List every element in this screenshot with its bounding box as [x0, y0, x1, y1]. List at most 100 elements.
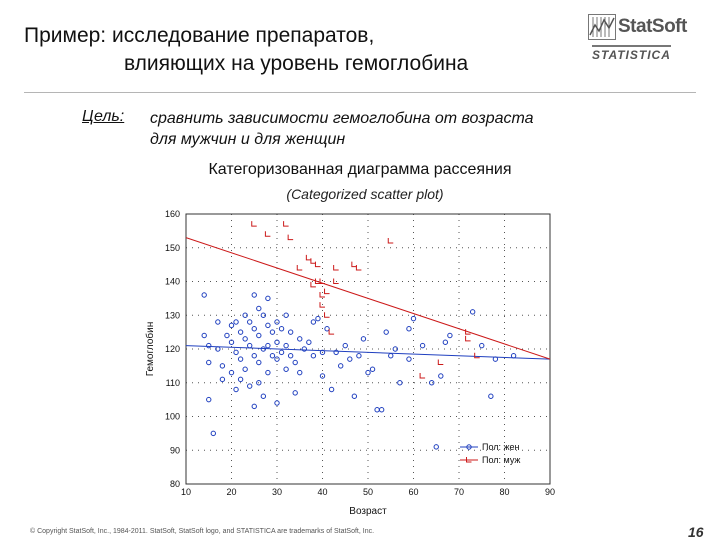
point-female — [233, 349, 239, 356]
y-axis-label: Гемоглобин — [144, 322, 156, 377]
point-female — [247, 342, 253, 349]
point-female — [228, 322, 235, 329]
point-male — [319, 292, 325, 298]
goal-line2: для мужчин и для женщин — [150, 131, 346, 148]
x-tick-label: 50 — [363, 487, 373, 497]
point-female — [374, 407, 380, 413]
point-female — [265, 369, 271, 376]
point-male — [419, 373, 426, 379]
point-female — [251, 403, 257, 410]
point-female — [347, 356, 353, 362]
point-female — [378, 407, 385, 413]
point-female — [215, 346, 221, 352]
legend-label: Пол: жен — [482, 442, 520, 452]
point-female — [292, 359, 298, 366]
point-female — [237, 329, 244, 335]
slide-title-line2: влияющих на уровень гемоглобина — [124, 52, 469, 75]
point-female — [479, 342, 485, 349]
point-female — [269, 353, 276, 359]
chart-title: Категоризованная диаграмма рассеяния — [208, 161, 512, 178]
fit-line-female — [185, 345, 551, 360]
point-male — [319, 302, 325, 308]
goal-line1: сравнить зависимости гемоглобина от возр… — [150, 110, 534, 127]
point-female — [256, 332, 262, 339]
point-male — [465, 335, 471, 342]
point-female — [406, 356, 412, 362]
point-female — [333, 349, 339, 356]
point-male — [465, 329, 471, 335]
point-female — [292, 390, 298, 396]
point-female — [406, 326, 412, 332]
x-axis-label: Возраст — [349, 506, 387, 517]
point-female — [278, 349, 285, 356]
point-female — [488, 393, 494, 399]
point-female — [392, 346, 399, 352]
point-female — [319, 349, 326, 356]
point-female — [510, 353, 517, 359]
chart-legend: Пол: жен Пол: муж — [460, 442, 520, 465]
point-female — [210, 430, 217, 437]
fit-lines — [185, 237, 551, 360]
point-female — [310, 353, 317, 359]
point-female — [310, 319, 317, 325]
point-female — [442, 339, 449, 345]
point-male — [310, 281, 316, 288]
point-female — [260, 393, 267, 399]
point-female — [247, 383, 253, 389]
point-female — [369, 366, 376, 372]
axis-ticks: 10 20 30 40 50 60 70 80 90 80 90 100 110 120 130 140 150… — [165, 209, 555, 497]
point-female — [324, 326, 330, 332]
point-male — [264, 231, 271, 237]
point-female — [256, 380, 262, 386]
point-female — [269, 329, 276, 335]
title-divider — [24, 92, 696, 93]
point-female — [287, 353, 294, 359]
x-tick-label: 20 — [226, 487, 236, 497]
point-female — [297, 369, 303, 376]
point-female — [265, 322, 271, 329]
point-female — [265, 342, 271, 349]
point-male — [296, 265, 303, 271]
point-female — [419, 342, 426, 349]
point-female — [265, 295, 271, 302]
copyright-footer: © Copyright StatSoft, Inc., 1984-2011. S… — [30, 528, 375, 535]
x-tick-label: 30 — [272, 487, 282, 497]
point-female — [397, 380, 403, 386]
point-female — [242, 312, 248, 318]
y-tick-label: 140 — [165, 277, 180, 287]
chart-subtitle: (Categorized scatter plot) — [286, 186, 444, 202]
statsoft-logo-icon — [588, 14, 616, 40]
point-male — [333, 278, 339, 284]
y-tick-label: 80 — [170, 479, 180, 489]
point-male — [305, 254, 312, 261]
point-female — [228, 339, 235, 345]
statsoft-logo: StatSoft STATISTICA — [588, 14, 700, 62]
point-female — [219, 363, 226, 369]
point-male — [324, 288, 330, 295]
point-male — [310, 258, 316, 264]
point-female — [201, 292, 207, 298]
point-female — [297, 336, 303, 342]
y-tick-label: 150 — [165, 243, 180, 253]
page-number: 16 — [688, 524, 704, 540]
logo-sub: STATISTICA — [592, 45, 671, 62]
point-female — [283, 312, 289, 318]
point-female — [247, 319, 253, 325]
point-female — [388, 353, 394, 359]
point-male — [355, 265, 362, 271]
point-female — [233, 386, 239, 393]
point-female — [469, 309, 476, 315]
legend-marker-male — [466, 457, 472, 463]
x-tick-label: 40 — [317, 487, 327, 497]
legend-label: Пол: муж — [482, 455, 520, 465]
point-female — [251, 353, 257, 359]
point-male — [314, 261, 321, 268]
logo-name: StatSoft — [618, 16, 687, 37]
point-female — [242, 366, 248, 372]
point-female — [315, 315, 321, 322]
y-tick-label: 130 — [165, 310, 180, 320]
point-female — [360, 336, 367, 342]
point-female — [410, 315, 417, 322]
point-female — [233, 319, 239, 325]
y-tick-label: 100 — [165, 412, 180, 422]
